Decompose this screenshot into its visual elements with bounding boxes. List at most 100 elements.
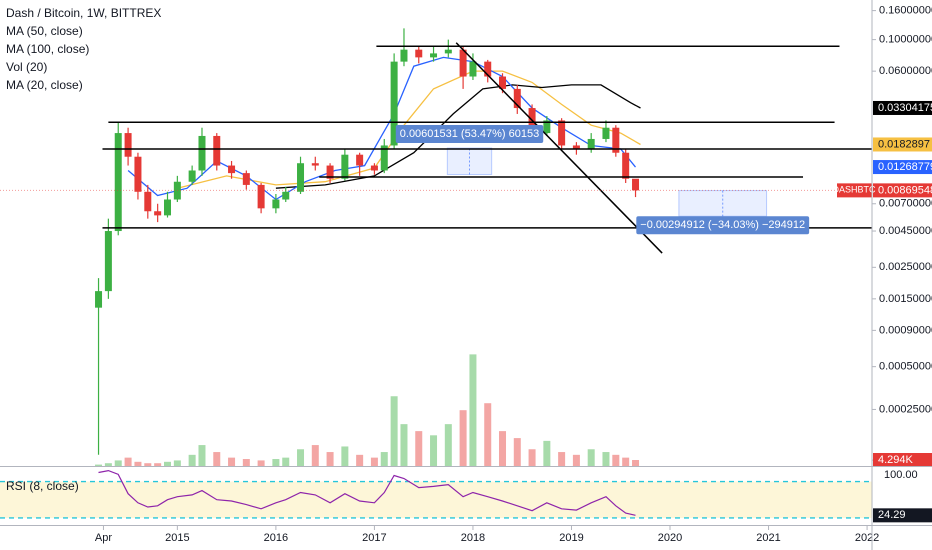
legend-entry: Vol (20) [6,60,47,74]
candle-body [282,191,290,200]
volume-bar [587,449,595,466]
candle-body [188,170,196,182]
candle-body [164,199,172,216]
candle-body [154,211,162,216]
measure-label: 0.00601531 (53.47%) 60153 [400,128,539,140]
candle-body [95,291,103,308]
y-tick-label: 0.16000000 [879,5,932,17]
x-tick-label: Apr [95,532,112,544]
volume-bar [484,403,492,466]
volume-bar [528,449,536,466]
y-tick-label: 0.00025000 [879,403,932,415]
volume-bar [622,457,630,466]
candle-body [326,165,334,179]
candle-body [513,88,521,109]
y-tick-label: 0.00150000 [879,293,932,305]
candle-body [602,127,610,139]
price-tag: 0.01268779 [878,161,932,173]
volume-bar [114,460,122,466]
volume-bar [400,424,408,466]
volume-bar [370,457,378,466]
candle-body [356,154,364,166]
volume-bar [198,445,206,466]
volume-bar [341,446,349,466]
candle-body [612,127,620,153]
candle-body [543,120,551,134]
volume-bar [282,457,290,466]
volume-bar [173,460,181,466]
price-tag: 0.0182897 [878,138,930,150]
legend-entry: MA (50, close) [6,24,83,38]
candle-body [430,53,438,58]
candle-body [311,163,319,166]
y-tick-label: 0.10000000 [879,34,932,46]
x-tick-label: 2020 [658,532,682,544]
measure-label-bg [395,125,544,144]
price-tag: 0.00869548 [878,184,932,196]
volume-bar [144,463,152,466]
price-tag: 24.29 [878,509,906,521]
volume-bar [124,457,132,466]
candle-body [242,173,250,185]
volume-bar [257,460,265,466]
volume-bar [459,410,467,466]
volume-bar [632,460,640,466]
price-tag-bg [873,508,932,523]
candle-body [272,199,280,209]
price-tag-bg [873,160,932,175]
candle-body [124,133,132,157]
price-tag: 4.294K [878,454,914,466]
price-tag: 0.03304175 [878,102,932,114]
volume-bar [272,459,280,466]
rsi-pane [0,469,872,519]
candle-body [104,231,112,292]
y-tick-label: 0.00250000 [879,261,932,273]
candle-body [198,135,206,171]
candle-body [587,138,595,149]
volume-bar [326,452,334,466]
volume-bar [297,449,305,466]
candle-body [341,154,349,179]
legend-entry: MA (100, close) [6,42,89,56]
volume-bar [356,454,364,466]
legend-entry: Dash / Bitcoin, 1W, BITTREX [6,6,161,20]
candle-body [469,61,477,77]
x-tick-label: 2018 [461,532,485,544]
volume-bar [469,354,477,466]
volume-bar [612,454,620,466]
volume-bar [444,424,452,466]
volume-bar [134,461,142,466]
candle-body [380,145,388,171]
candle-body [622,152,630,179]
candle-body [134,156,142,192]
volume-bar [430,435,438,466]
volume-bar [104,463,112,466]
volume-bar [154,463,162,466]
volume-bar [558,452,566,466]
measure-label-bg [636,216,810,235]
price-tag-bg [873,183,932,198]
candle-body [213,135,221,166]
candle-body [632,178,640,191]
y-tick-label: 0.00450000 [879,225,932,237]
x-tick-label: 2015 [165,532,189,544]
candle-body [459,49,467,77]
volume-bar [543,440,551,466]
axes: 0.16000000 0.10000000 0.06000000 0.00700000… [6,5,932,544]
candle-body [390,61,398,146]
rsi-tick-label: 100.00 [884,469,918,481]
price-tag-bg [873,453,932,468]
y-tick-label: 0.00050000 [879,361,932,373]
y-tick-label: 0.06000000 [879,65,932,77]
volume-bar [415,431,423,466]
candle-body [415,49,423,58]
candle-body [228,165,236,174]
candle-body [257,184,265,209]
candle-body [572,145,580,149]
volume-bar [572,454,580,466]
candle-body [370,165,378,171]
price-pane [0,28,872,466]
volume-bar [95,464,103,466]
volume-bar [164,461,172,466]
